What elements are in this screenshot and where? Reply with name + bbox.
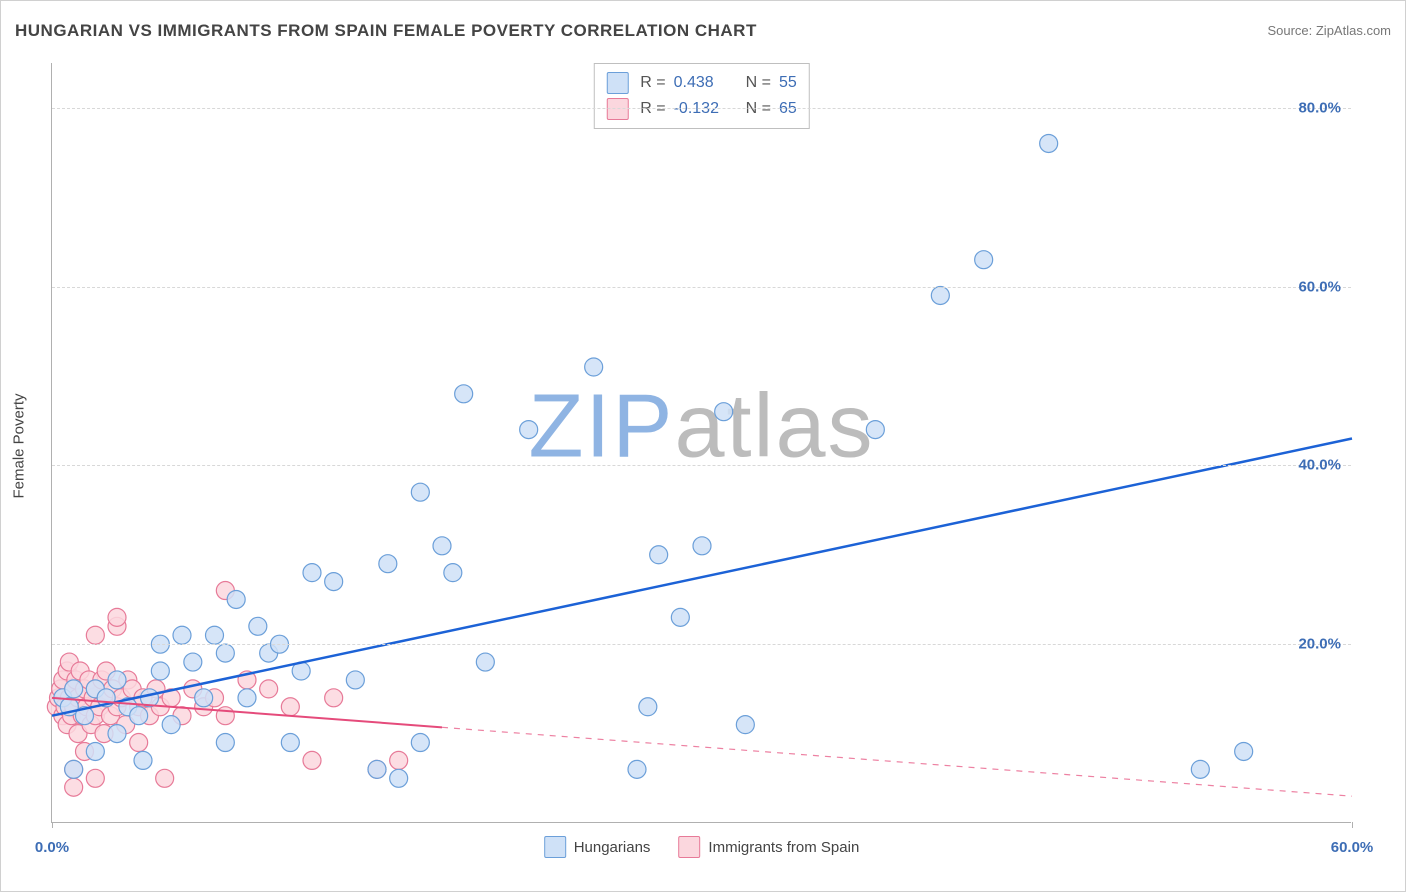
chart-title: HUNGARIAN VS IMMIGRANTS FROM SPAIN FEMAL… [15, 21, 757, 41]
scatter-point-blue [206, 626, 224, 644]
scatter-point-blue [476, 653, 494, 671]
scatter-point-blue [520, 421, 538, 439]
scatter-point-blue [216, 644, 234, 662]
scatter-point-blue [216, 734, 234, 752]
scatter-point-blue [65, 680, 83, 698]
xtick-label: 60.0% [1331, 839, 1374, 856]
scatter-point-blue [151, 662, 169, 680]
scatter-point-blue [227, 590, 245, 608]
scatter-point-blue [162, 716, 180, 734]
stat-r-value: 0.438 [674, 74, 734, 92]
swatch-icon [544, 836, 566, 858]
gridline [52, 465, 1351, 466]
stat-r-label: R = [640, 74, 665, 92]
scatter-point-blue [444, 564, 462, 582]
y-axis-label: Female Poverty [11, 393, 28, 498]
xtick-mark [52, 822, 53, 828]
ytick-label: 60.0% [1298, 278, 1341, 295]
scatter-point-pink [86, 769, 104, 787]
source-label: Source: ZipAtlas.com [1267, 23, 1391, 38]
scatter-point-blue [628, 760, 646, 778]
scatter-point-blue [281, 734, 299, 752]
scatter-point-blue [346, 671, 364, 689]
scatter-point-blue [1040, 134, 1058, 152]
ytick-label: 40.0% [1298, 457, 1341, 474]
scatter-point-pink [108, 608, 126, 626]
scatter-point-blue [671, 608, 689, 626]
scatter-point-blue [411, 734, 429, 752]
stat-n-label: N = [746, 100, 771, 118]
scatter-point-blue [238, 689, 256, 707]
xtick-mark [1352, 822, 1353, 828]
scatter-point-pink [325, 689, 343, 707]
scatter-point-pink [156, 769, 174, 787]
scatter-point-blue [693, 537, 711, 555]
scatter-point-pink [86, 626, 104, 644]
stat-n-value: 65 [779, 100, 797, 118]
gridline [52, 287, 1351, 288]
scatter-point-blue [411, 483, 429, 501]
legend-item-pink: Immigrants from Spain [678, 836, 859, 858]
swatch-icon [606, 98, 628, 120]
stats-row-blue: R = 0.438 N = 55 [606, 70, 796, 96]
chart-container: HUNGARIAN VS IMMIGRANTS FROM SPAIN FEMAL… [0, 0, 1406, 892]
swatch-icon [678, 836, 700, 858]
scatter-point-blue [931, 286, 949, 304]
stat-r-label: R = [640, 100, 665, 118]
legend-label: Hungarians [574, 839, 651, 856]
scatter-point-blue [639, 698, 657, 716]
scatter-point-pink [303, 751, 321, 769]
scatter-point-pink [390, 751, 408, 769]
scatter-point-blue [65, 760, 83, 778]
ytick-label: 20.0% [1298, 636, 1341, 653]
legend-item-blue: Hungarians [544, 836, 651, 858]
scatter-point-blue [715, 403, 733, 421]
scatter-point-blue [736, 716, 754, 734]
stats-box: R = 0.438 N = 55 R = -0.132 N = 65 [593, 63, 809, 129]
scatter-point-blue [303, 564, 321, 582]
scatter-point-pink [130, 734, 148, 752]
stats-row-pink: R = -0.132 N = 65 [606, 96, 796, 122]
scatter-point-blue [585, 358, 603, 376]
xtick-label: 0.0% [35, 839, 69, 856]
scatter-point-blue [368, 760, 386, 778]
trend-line-dashed-pink [442, 727, 1352, 796]
stat-r-value: -0.132 [674, 100, 734, 118]
scatter-point-blue [86, 742, 104, 760]
legend-label: Immigrants from Spain [708, 839, 859, 856]
scatter-point-pink [260, 680, 278, 698]
scatter-point-blue [249, 617, 267, 635]
stat-n-label: N = [746, 74, 771, 92]
scatter-point-blue [866, 421, 884, 439]
scatter-point-pink [216, 707, 234, 725]
scatter-point-blue [173, 626, 191, 644]
scatter-point-blue [433, 537, 451, 555]
scatter-point-blue [134, 751, 152, 769]
scatter-point-pink [281, 698, 299, 716]
plot-svg [52, 63, 1351, 822]
scatter-point-blue [1235, 742, 1253, 760]
ytick-label: 80.0% [1298, 99, 1341, 116]
scatter-point-blue [195, 689, 213, 707]
scatter-point-blue [390, 769, 408, 787]
scatter-point-blue [108, 725, 126, 743]
stat-n-value: 55 [779, 74, 797, 92]
scatter-point-blue [455, 385, 473, 403]
gridline [52, 108, 1351, 109]
plot-area: ZIPatlas R = 0.438N = 55R = -0.132N = 65… [51, 63, 1351, 823]
gridline [52, 644, 1351, 645]
scatter-point-pink [65, 778, 83, 796]
scatter-point-blue [1191, 760, 1209, 778]
scatter-point-blue [379, 555, 397, 573]
bottom-legend: Hungarians Immigrants from Spain [544, 836, 860, 858]
trend-line-blue [52, 439, 1352, 716]
scatter-point-blue [108, 671, 126, 689]
scatter-point-blue [975, 251, 993, 269]
scatter-point-blue [650, 546, 668, 564]
scatter-point-blue [325, 573, 343, 591]
swatch-icon [606, 72, 628, 94]
scatter-point-blue [184, 653, 202, 671]
scatter-point-blue [130, 707, 148, 725]
